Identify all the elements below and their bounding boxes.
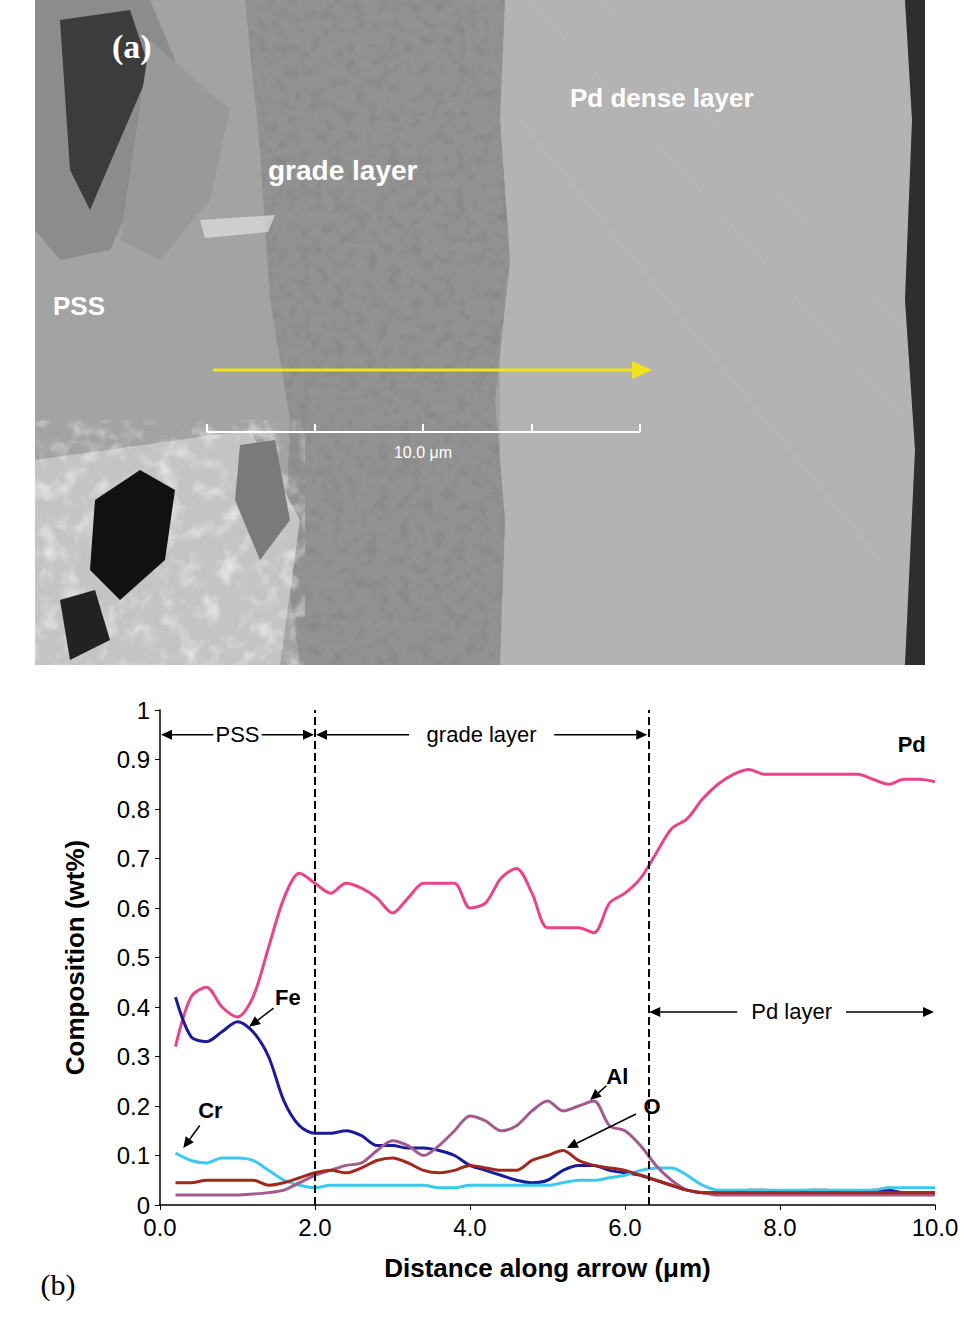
svg-text:Distance along arrow (μm): Distance along arrow (μm) xyxy=(384,1253,711,1283)
svg-text:2.0: 2.0 xyxy=(298,1214,331,1241)
svg-text:(b): (b) xyxy=(41,1268,76,1302)
svg-text:6.0: 6.0 xyxy=(608,1214,641,1241)
svg-text:4.0: 4.0 xyxy=(453,1214,486,1241)
svg-text:0.6: 0.6 xyxy=(117,895,150,922)
svg-text:0.8: 0.8 xyxy=(117,796,150,823)
svg-text:Composition (wt%): Composition (wt%) xyxy=(60,840,90,1075)
svg-text:0.7: 0.7 xyxy=(117,845,150,872)
svg-text:Al: Al xyxy=(606,1064,628,1089)
svg-text:1: 1 xyxy=(137,697,150,724)
svg-text:Cr: Cr xyxy=(198,1098,223,1123)
svg-text:8.0: 8.0 xyxy=(763,1214,796,1241)
svg-text:10.0 μm: 10.0 μm xyxy=(394,444,452,461)
svg-text:Pd layer: Pd layer xyxy=(751,999,832,1024)
svg-text:grade layer: grade layer xyxy=(427,722,537,747)
svg-text:(a): (a) xyxy=(112,28,152,66)
svg-text:PSS: PSS xyxy=(215,722,259,747)
svg-text:0.2: 0.2 xyxy=(117,1093,150,1120)
svg-text:0: 0 xyxy=(136,1191,150,1219)
svg-text:Pd dense layer: Pd dense layer xyxy=(570,83,754,113)
svg-text:0.0: 0.0 xyxy=(143,1214,176,1241)
svg-text:grade layer: grade layer xyxy=(268,155,418,186)
svg-text:O: O xyxy=(644,1094,661,1119)
svg-text:0.5: 0.5 xyxy=(117,944,150,971)
svg-text:Pd: Pd xyxy=(898,732,926,757)
svg-text:10.0: 10.0 xyxy=(912,1214,959,1241)
svg-text:0.1: 0.1 xyxy=(117,1142,150,1169)
svg-text:PSS: PSS xyxy=(53,291,105,321)
svg-text:Fe: Fe xyxy=(275,985,301,1010)
svg-text:0.9: 0.9 xyxy=(117,746,150,773)
svg-text:0.3: 0.3 xyxy=(117,1043,150,1070)
svg-text:0.4: 0.4 xyxy=(117,994,150,1021)
